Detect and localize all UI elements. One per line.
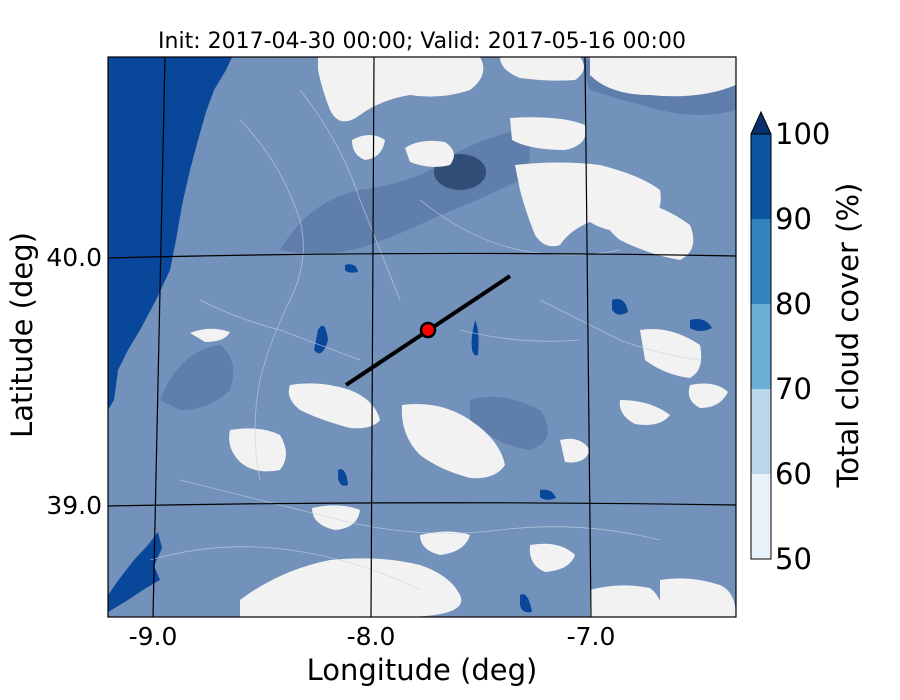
colorbar-tick: 60	[775, 457, 812, 491]
colorbar-tick: 100	[775, 117, 830, 151]
colorbar-tick: 90	[775, 202, 812, 236]
colorbar-bin-90-100	[751, 134, 771, 219]
colorbar-tick: 70	[775, 372, 812, 406]
y-axis-label: Latitude (deg)	[5, 232, 39, 438]
x-tick-label: -9.0	[129, 622, 178, 651]
terrain-contours	[149, 89, 701, 591]
colorbar-tick: 80	[775, 287, 812, 321]
colorbar-bin-80-90	[751, 219, 771, 304]
map-frame	[107, 56, 737, 618]
map-panel	[108, 57, 736, 617]
colorbar: 50 60 70 80 90 100 Total cloud cover (%)	[750, 110, 865, 576]
colorbar-frame	[750, 133, 772, 560]
colorbar-extend-arrow	[750, 110, 772, 135]
colorbar-bin-70-80	[751, 304, 771, 389]
x-tick-label: -8.0	[347, 622, 396, 651]
colorbar-tick: 50	[775, 542, 812, 576]
x-axis-label: Longitude (deg)	[307, 653, 538, 687]
colorbar-bin-50-60	[751, 474, 771, 559]
ocean-area	[108, 57, 232, 410]
x-tick-label: -7.0	[567, 622, 616, 651]
graticule	[108, 57, 736, 617]
dense-cloud-specks	[314, 264, 712, 613]
location-marker	[419, 321, 437, 339]
figure-title: Init: 2017-04-30 00:00; Valid: 2017-05-1…	[158, 29, 686, 54]
y-tick-label: 39.0	[46, 491, 102, 520]
colorbar-bin-60-70	[751, 389, 771, 474]
clear-sky-patches	[190, 57, 736, 617]
colorbar-label: Total cloud cover (%)	[831, 183, 865, 489]
river-estuary	[108, 532, 162, 612]
y-tick-label: 40.0	[46, 243, 102, 272]
